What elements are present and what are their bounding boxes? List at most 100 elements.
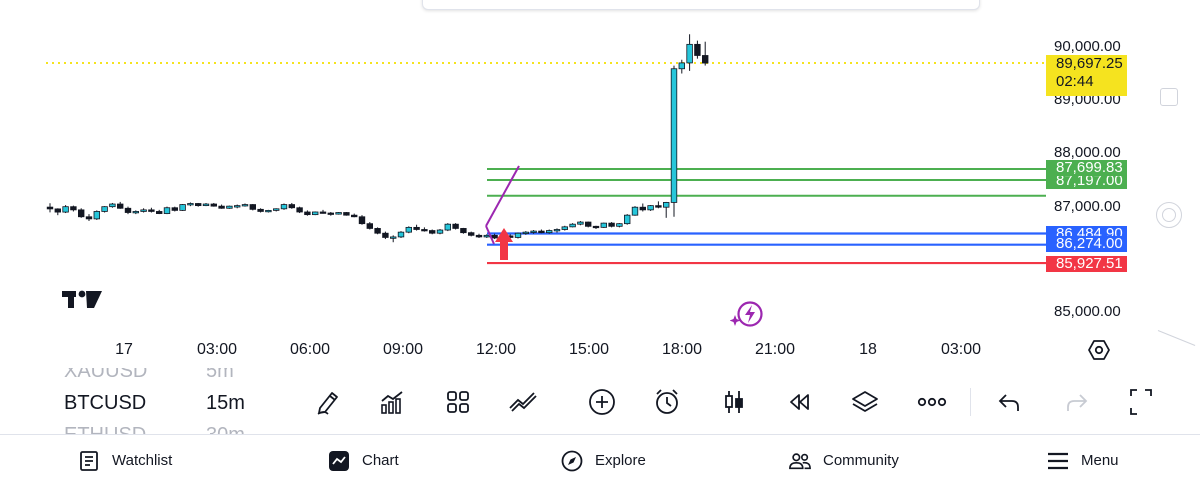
price-axis-label: 88,000.00	[1054, 144, 1121, 161]
undo-icon[interactable]	[994, 387, 1024, 417]
candle-body	[608, 222, 615, 227]
time-axis-label: 17	[115, 341, 133, 358]
pencil-icon[interactable]	[313, 387, 343, 417]
more-icon[interactable]	[917, 387, 947, 417]
price-chart[interactable]	[0, 0, 1200, 370]
candle-body	[117, 203, 124, 209]
time-axis-label: 12:00	[475, 341, 517, 358]
indicators-icon[interactable]	[377, 387, 407, 417]
candle-body	[592, 225, 600, 229]
candle-body	[436, 229, 444, 234]
purple-trend-line	[485, 225, 495, 245]
candles-icon[interactable]	[719, 387, 749, 417]
candle-body	[397, 231, 405, 238]
layers-icon[interactable]	[850, 387, 880, 417]
edge-circle-icon[interactable]	[1156, 202, 1182, 228]
bottom-toolbar: XAUUSD BTCUSD ETHUSD 5m 15m 30m	[0, 368, 1200, 434]
symbol-selected[interactable]: BTCUSD	[64, 392, 147, 414]
nav-watchlist-label: Watchlist	[112, 452, 173, 469]
time-axis-label: 18:00	[661, 341, 703, 358]
candle-body	[421, 229, 428, 232]
watchlist-icon	[78, 450, 100, 472]
symbol-option[interactable]: ETHUSD	[64, 424, 146, 434]
candle-body	[686, 43, 693, 64]
candle-body	[140, 209, 147, 212]
candle-body	[428, 230, 436, 234]
nav-community[interactable]: Community	[789, 435, 899, 485]
candle-body	[311, 211, 319, 216]
community-icon	[789, 450, 811, 472]
candle-body	[452, 223, 459, 229]
candle-body	[374, 228, 381, 234]
timeframe-picker[interactable]: 5m 15m 30m	[206, 368, 266, 434]
redo-icon[interactable]	[1062, 387, 1092, 417]
time-axis-label: 21:00	[754, 341, 796, 358]
nav-menu[interactable]: Menu	[1047, 435, 1119, 485]
candle-body	[132, 211, 139, 214]
edge-handle-icon[interactable]	[1160, 88, 1178, 106]
symbol-picker[interactable]: XAUUSD BTCUSD ETHUSD	[64, 368, 164, 434]
candle-body	[101, 206, 108, 212]
nav-chart[interactable]: Chart	[328, 435, 399, 485]
price-axis-label: 87,000.00	[1054, 198, 1121, 215]
candle-body	[148, 209, 155, 212]
candle-body	[350, 214, 358, 218]
timeframe-option[interactable]: 5m	[206, 368, 234, 382]
candle-body	[616, 223, 623, 227]
candle-body	[327, 212, 334, 215]
symbol-info-card[interactable]	[422, 0, 980, 10]
candle-body	[272, 208, 280, 211]
add-icon[interactable]	[587, 387, 617, 417]
toolbar-divider	[970, 388, 971, 416]
candle-body	[663, 202, 670, 208]
candle-body	[343, 212, 350, 216]
candle-body	[288, 204, 295, 209]
chart-area[interactable]: 17 03:00 06:00 09:00 12:00 15:00 18:00 2…	[0, 0, 1200, 370]
nav-menu-label: Menu	[1081, 452, 1119, 469]
flash-icon[interactable]	[729, 299, 766, 329]
chart-settings-icon[interactable]	[1086, 337, 1112, 363]
candle-body	[585, 221, 592, 227]
candle-body	[155, 211, 163, 214]
candle-body	[85, 216, 93, 220]
candle-body	[467, 232, 475, 236]
candle-body	[109, 203, 116, 208]
compare-icon[interactable]	[508, 387, 538, 417]
candle-body	[187, 203, 194, 206]
timeframe-selected[interactable]: 15m	[206, 392, 245, 414]
candle-body	[647, 205, 654, 211]
candle-body	[226, 205, 233, 209]
candle-body	[553, 229, 561, 232]
alert-icon[interactable]	[652, 387, 682, 417]
nav-watchlist[interactable]: Watchlist	[78, 435, 172, 485]
bar-countdown: 02:44	[1056, 73, 1094, 90]
candle-body	[210, 203, 217, 207]
candle-body	[678, 62, 685, 70]
candle-body	[577, 221, 584, 225]
candle-body	[389, 236, 397, 239]
candle-body	[163, 207, 171, 214]
candle-body	[233, 205, 241, 208]
price-tag-blue-lower: 86,274.00	[1046, 236, 1127, 252]
time-axis-label: 06:00	[289, 341, 331, 358]
candle-body	[569, 223, 576, 228]
candle-body	[475, 234, 483, 238]
layouts-icon[interactable]	[443, 387, 473, 417]
timeframe-option[interactable]: 30m	[206, 424, 245, 434]
candle-body	[483, 234, 490, 238]
time-axis-label: 15:00	[568, 341, 610, 358]
nav-explore[interactable]: Explore	[561, 435, 646, 485]
candle-body	[444, 223, 451, 231]
nav-community-label: Community	[823, 452, 899, 469]
replay-icon[interactable]	[784, 387, 814, 417]
fullscreen-icon[interactable]	[1126, 387, 1156, 417]
right-edge-panel	[1152, 0, 1200, 370]
price-tag-green-upper: 87,699.83	[1046, 160, 1127, 176]
tradingview-logo	[62, 287, 106, 313]
candle-body	[304, 211, 311, 216]
last-price-value: 89,697.25	[1056, 55, 1123, 72]
candle-body	[249, 204, 256, 210]
candle-body	[491, 234, 498, 239]
symbol-option[interactable]: XAUUSD	[64, 368, 148, 382]
